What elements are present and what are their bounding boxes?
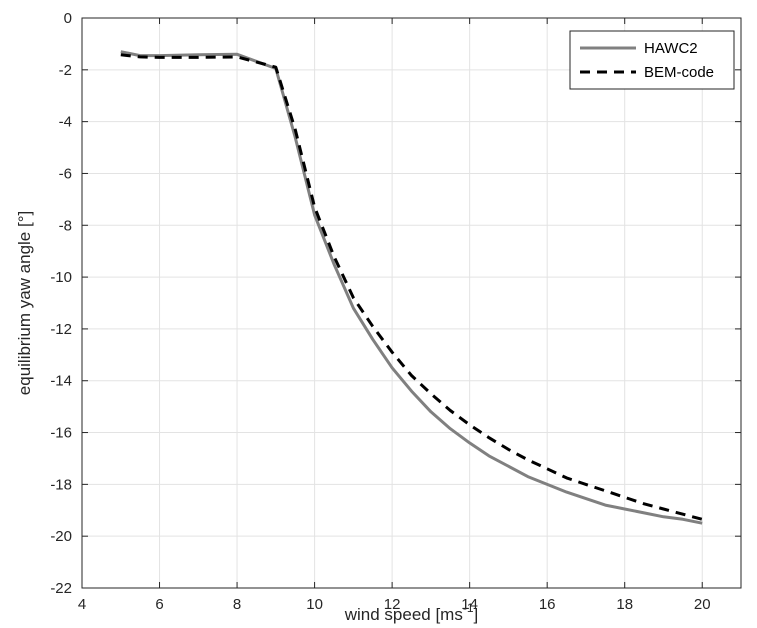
- x-tick-label: 16: [539, 596, 556, 613]
- x-tick-label: 14: [461, 596, 478, 613]
- y-tick-label: -20: [50, 528, 72, 545]
- y-tick-label: -16: [50, 425, 72, 442]
- y-tick-label: -18: [50, 476, 72, 493]
- legend-entry-bem-code: BEM-code: [644, 64, 714, 81]
- y-tick-label: -2: [59, 62, 72, 79]
- x-axis-label-end: ]: [474, 605, 479, 624]
- x-axis-label-superscript: -1: [463, 601, 474, 615]
- y-tick-label: -22: [50, 580, 72, 597]
- y-tick-label: -6: [59, 165, 72, 182]
- x-tick-label: 8: [233, 596, 241, 613]
- series-line-hawc2: [120, 50, 703, 525]
- x-axis-label: wind speed [ms-1]: [344, 601, 479, 624]
- x-tick-label: 4: [78, 596, 86, 613]
- series-group: [120, 50, 703, 525]
- x-axis-label-base: wind speed [ms: [344, 605, 463, 624]
- series-line-bem-code: [120, 53, 703, 521]
- x-tick-label: 20: [694, 596, 711, 613]
- grid: [81, 17, 741, 589]
- x-tick-label: 12: [384, 596, 401, 613]
- y-tick-label: 0: [64, 10, 72, 27]
- y-tick-label: -14: [50, 373, 72, 390]
- x-tick-label: 18: [616, 596, 633, 613]
- y-axis-label: equilibrium yaw angle [°]: [15, 211, 34, 395]
- x-tick-label: 6: [155, 596, 163, 613]
- y-tick-label: -8: [59, 217, 72, 234]
- axis-ticks: 4 6 8 10 12 14 16 18 20 0 -2 -4 -6 -8 -10 -12 -14 -16 -18 -…: [50, 10, 741, 613]
- y-tick-label: -12: [50, 321, 72, 338]
- legend-entry-hawc2: HAWC2: [644, 40, 698, 57]
- y-tick-label: -4: [59, 114, 72, 131]
- plot-frame: [81, 17, 742, 589]
- legend: HAWC2 BEM-code: [569, 30, 735, 90]
- x-tick-label: 10: [306, 596, 323, 613]
- legend-box: [569, 30, 735, 90]
- y-tick-label: -10: [50, 269, 72, 286]
